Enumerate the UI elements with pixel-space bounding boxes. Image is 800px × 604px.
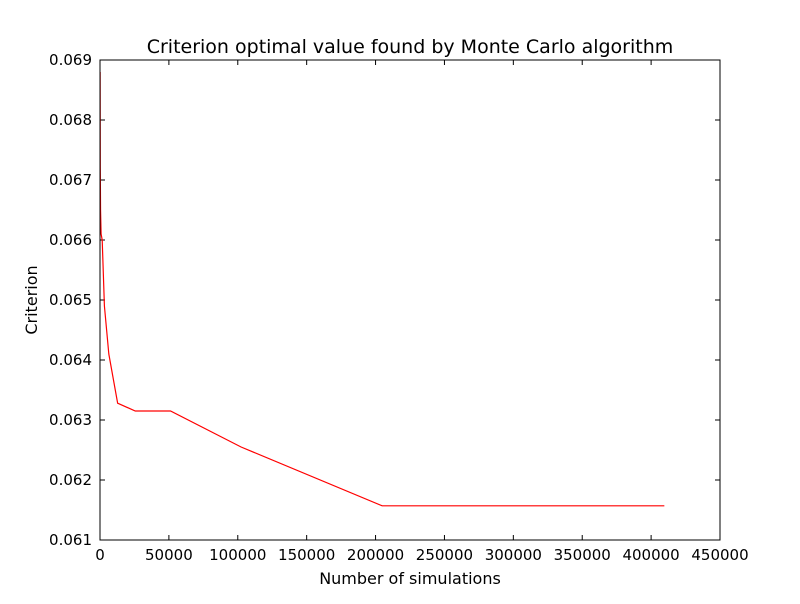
x-tick-label: 400000 — [622, 546, 679, 564]
series-layer — [99, 71, 665, 507]
x-tick-label: 250000 — [416, 546, 473, 564]
series-line — [99, 71, 665, 507]
x-tick-label: 100000 — [209, 546, 266, 564]
y-tick-label: 0.066 — [49, 231, 92, 249]
y-tick-label: 0.062 — [49, 471, 92, 489]
x-tick-label: 350000 — [554, 546, 611, 564]
x-tick-label: 450000 — [691, 546, 748, 564]
chart-title: Criterion optimal value found by Monte C… — [147, 36, 674, 58]
x-tick-label: 200000 — [347, 546, 404, 564]
y-tick-label: 0.063 — [49, 411, 92, 429]
y-tick-label: 0.065 — [49, 291, 92, 309]
y-axis-label: Criterion — [22, 265, 41, 334]
x-axis-label: Number of simulations — [319, 569, 501, 588]
y-tick-label: 0.061 — [49, 531, 92, 549]
x-tick-label: 50000 — [145, 546, 193, 564]
y-tick-label: 0.069 — [49, 51, 92, 69]
x-tick-label: 0 — [95, 546, 105, 564]
x-tick-label: 150000 — [278, 546, 335, 564]
y-tick-label: 0.064 — [49, 351, 92, 369]
y-tick-label: 0.068 — [49, 111, 92, 129]
y-tick-label: 0.067 — [49, 171, 92, 189]
axis-ticks: 0 50000 100000 150000 200000 250000 300000 3500… — [49, 51, 749, 564]
plot-frame — [99, 59, 721, 541]
x-tick-label: 300000 — [485, 546, 542, 564]
